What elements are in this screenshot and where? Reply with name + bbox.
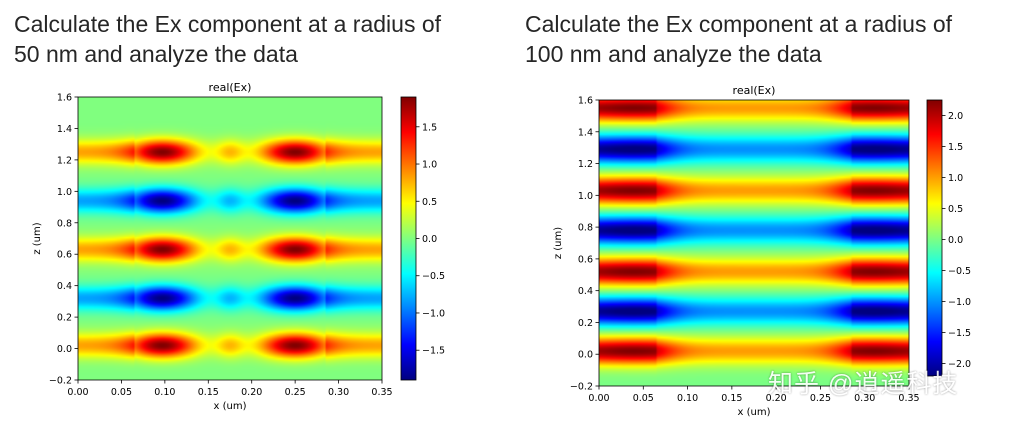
colorbar-tick-label: −1.0 xyxy=(948,297,971,308)
colorbar-tick-label: 1.5 xyxy=(948,142,963,153)
x-tick-label: 0.05 xyxy=(111,387,132,398)
x-tick-label: 0.30 xyxy=(854,393,875,404)
y-tick-label: 0.0 xyxy=(578,350,593,361)
watermark-text: 知乎 @逍遥科技 xyxy=(768,370,959,398)
chart-title: real(Ex) xyxy=(733,84,776,97)
y-tick-label: 0.0 xyxy=(57,344,72,355)
x-tick-label: 0.20 xyxy=(766,393,787,404)
x-tick-label: 0.00 xyxy=(588,393,609,404)
y-tick-label: 0.2 xyxy=(57,313,72,324)
left-heading: Calculate the Ex component at a radius o… xyxy=(14,9,441,69)
y-tick-label: 0.6 xyxy=(578,254,593,265)
colorbar-tick-label: −1.0 xyxy=(422,308,445,319)
chart-title: real(Ex) xyxy=(209,81,252,94)
y-tick-label: 0.2 xyxy=(578,318,593,329)
plot-frame xyxy=(598,99,910,387)
y-tick-label: −0.2 xyxy=(49,376,72,387)
y-tick-label: 0.8 xyxy=(57,218,72,229)
y-tick-label: 1.2 xyxy=(57,155,72,166)
right-heading: Calculate the Ex component at a radius o… xyxy=(525,9,952,69)
plot-frame xyxy=(77,96,383,381)
x-tick-label: 0.10 xyxy=(677,393,698,404)
y-tick-label: 1.4 xyxy=(57,124,72,135)
y-tick-label: 0.8 xyxy=(578,223,593,234)
x-tick-label: 0.10 xyxy=(154,387,175,398)
x-tick-label: 0.20 xyxy=(241,387,262,398)
y-tick-label: 1.6 xyxy=(578,96,593,107)
colorbar-tick-label: 1.0 xyxy=(948,173,963,184)
x-tick-label: 0.15 xyxy=(198,387,219,398)
colorbar-tick-label: 0.0 xyxy=(422,234,437,245)
colorbar xyxy=(926,99,943,377)
colorbar-tick-label: 0.5 xyxy=(948,204,963,215)
y-axis-label: z (um) xyxy=(32,222,43,254)
y-tick-label: 0.4 xyxy=(57,281,72,292)
x-axis-label: x (um) xyxy=(738,407,771,418)
left-heading-line1: Calculate the Ex component at a radius o… xyxy=(14,11,442,37)
left-heading-line2: 50 nm and analyze the data xyxy=(14,41,298,67)
y-tick-label: 0.6 xyxy=(57,250,72,261)
colorbar-tick-label: −0.5 xyxy=(422,271,445,282)
y-tick-label: 1.0 xyxy=(57,187,72,198)
x-tick-label: 0.15 xyxy=(721,393,742,404)
colorbar-tick-label: −1.5 xyxy=(422,346,445,357)
y-tick-label: 1.4 xyxy=(578,127,593,138)
colorbar-tick-label: 2.0 xyxy=(948,111,963,122)
colorbar-tick-label: −2.0 xyxy=(948,359,971,370)
x-tick-label: 0.30 xyxy=(328,387,349,398)
colorbar-tick-label: 1.0 xyxy=(422,160,437,171)
colorbar-tick-label: −1.5 xyxy=(948,328,971,339)
x-tick-label: 0.35 xyxy=(898,393,919,404)
x-tick-label: 0.25 xyxy=(810,393,831,404)
x-tick-label: 0.25 xyxy=(285,387,306,398)
colorbar-tick-label: 0.5 xyxy=(422,197,437,208)
colorbar-tick-label: −0.5 xyxy=(948,266,971,277)
x-tick-label: 0.00 xyxy=(67,387,88,398)
y-tick-label: 1.2 xyxy=(578,159,593,170)
heatmap-image xyxy=(78,97,382,380)
y-tick-label: 1.6 xyxy=(57,93,72,104)
y-tick-label: 1.0 xyxy=(578,191,593,202)
y-tick-label: 0.4 xyxy=(578,286,593,297)
y-axis-label: z (um) xyxy=(553,227,564,259)
right-heading-line2: 100 nm and analyze the data xyxy=(525,41,822,67)
colorbar-tick-label: 1.5 xyxy=(422,122,437,133)
x-tick-label: 0.05 xyxy=(633,393,654,404)
x-axis-label: x (um) xyxy=(214,401,247,412)
y-tick-label: −0.2 xyxy=(570,382,593,393)
heatmap-image xyxy=(599,100,909,386)
x-tick-label: 0.35 xyxy=(371,387,392,398)
right-heading-line1: Calculate the Ex component at a radius o… xyxy=(525,11,953,37)
colorbar-tick-label: 0.0 xyxy=(948,235,963,246)
